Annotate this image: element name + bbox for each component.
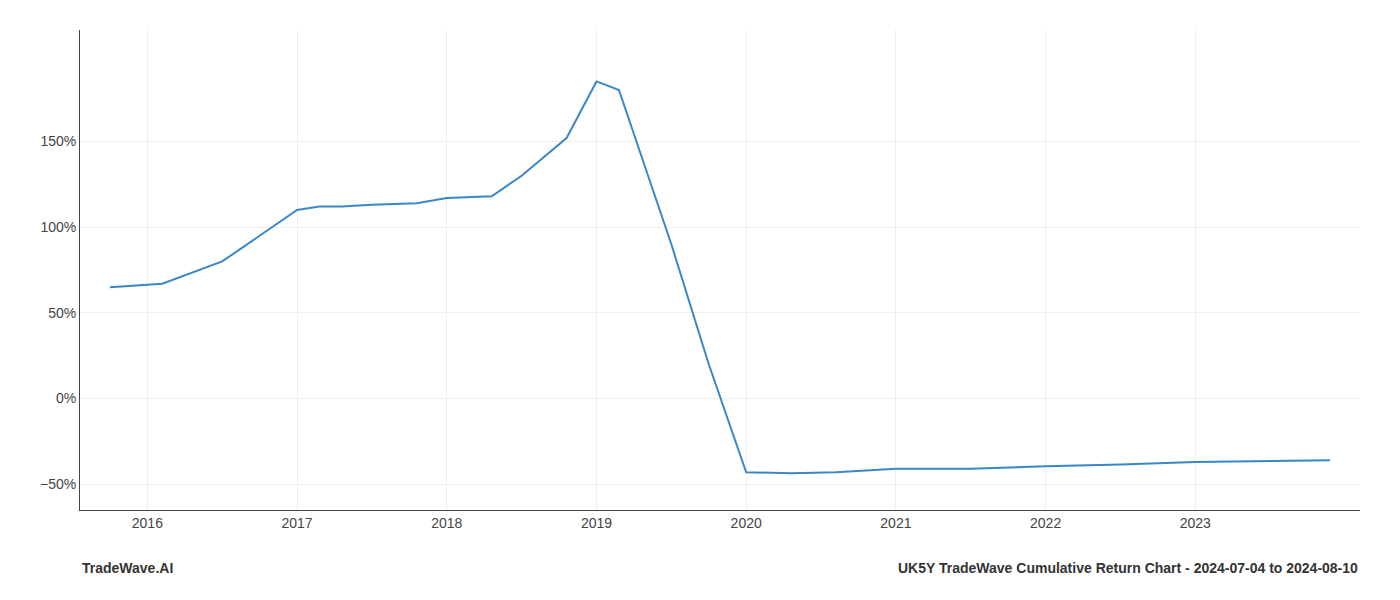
svg-text:0%: 0% <box>56 390 76 406</box>
svg-text:100%: 100% <box>40 219 76 235</box>
svg-text:2017: 2017 <box>282 515 313 531</box>
svg-text:UK5Y TradeWave Cumulative Retu: UK5Y TradeWave Cumulative Return Chart -… <box>898 560 1358 576</box>
svg-text:2020: 2020 <box>731 515 762 531</box>
svg-text:50%: 50% <box>48 305 76 321</box>
svg-text:TradeWave.AI: TradeWave.AI <box>82 560 173 576</box>
svg-text:150%: 150% <box>40 133 76 149</box>
svg-text:2021: 2021 <box>880 515 911 531</box>
svg-text:2022: 2022 <box>1030 515 1061 531</box>
svg-text:2023: 2023 <box>1180 515 1211 531</box>
svg-text:2019: 2019 <box>581 515 612 531</box>
svg-text:2016: 2016 <box>132 515 163 531</box>
svg-text:−50%: −50% <box>40 476 76 492</box>
svg-text:2018: 2018 <box>431 515 462 531</box>
